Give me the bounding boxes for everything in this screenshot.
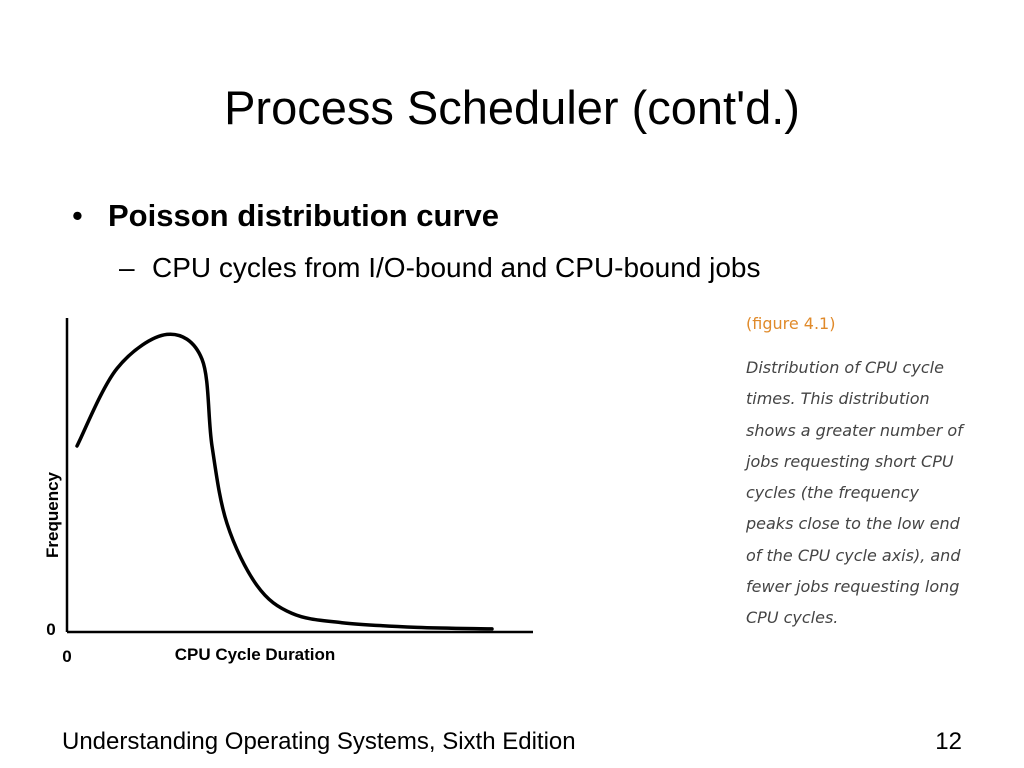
- caption-line: Distribution of CPU cycle: [746, 358, 944, 377]
- bullet-item: • Poisson distribution curve: [72, 196, 499, 236]
- caption-line: of the CPU cycle axis), and: [746, 545, 961, 565]
- figure-caption: Distribution of CPU cycle times. This dis…: [746, 352, 996, 634]
- y-axis-label: Frequency: [43, 471, 62, 558]
- caption-line: fewer jobs requesting long: [746, 577, 960, 597]
- x-axis-label: CPU Cycle Duration: [175, 645, 336, 664]
- slide-title: Process Scheduler (cont'd.): [224, 81, 800, 134]
- caption-line: times. This distribution: [746, 389, 930, 409]
- sub-bullet-text: CPU cycles from I/O-bound and CPU-bound …: [152, 252, 761, 283]
- bullet-symbol: •: [72, 198, 83, 233]
- y-origin-label: 0: [46, 620, 55, 639]
- page-number: 12: [935, 728, 962, 755]
- caption-line: cycles (the frequency: [746, 483, 919, 503]
- series-line: [75, 332, 494, 631]
- caption-line: peaks close to the low end: [746, 514, 960, 534]
- x-origin-label: 0: [62, 647, 71, 666]
- figure-label: (figure 4.1): [746, 314, 836, 333]
- sub-bullet-item: – CPU cycles from I/O-bound and CPU-bound…: [119, 250, 761, 286]
- sub-bullet-symbol: –: [119, 252, 135, 283]
- caption-line: jobs requesting short CPU: [746, 451, 954, 471]
- footer-book-title: Understanding Operating Systems, Sixth E…: [62, 728, 576, 755]
- caption-line: CPU cycles.: [746, 608, 839, 628]
- poisson-chart: Frequency CPU Cycle Duration 0 0: [43, 318, 533, 666]
- caption-line: shows a greater number of: [746, 420, 963, 440]
- bullet-text: Poisson distribution curve: [108, 198, 499, 233]
